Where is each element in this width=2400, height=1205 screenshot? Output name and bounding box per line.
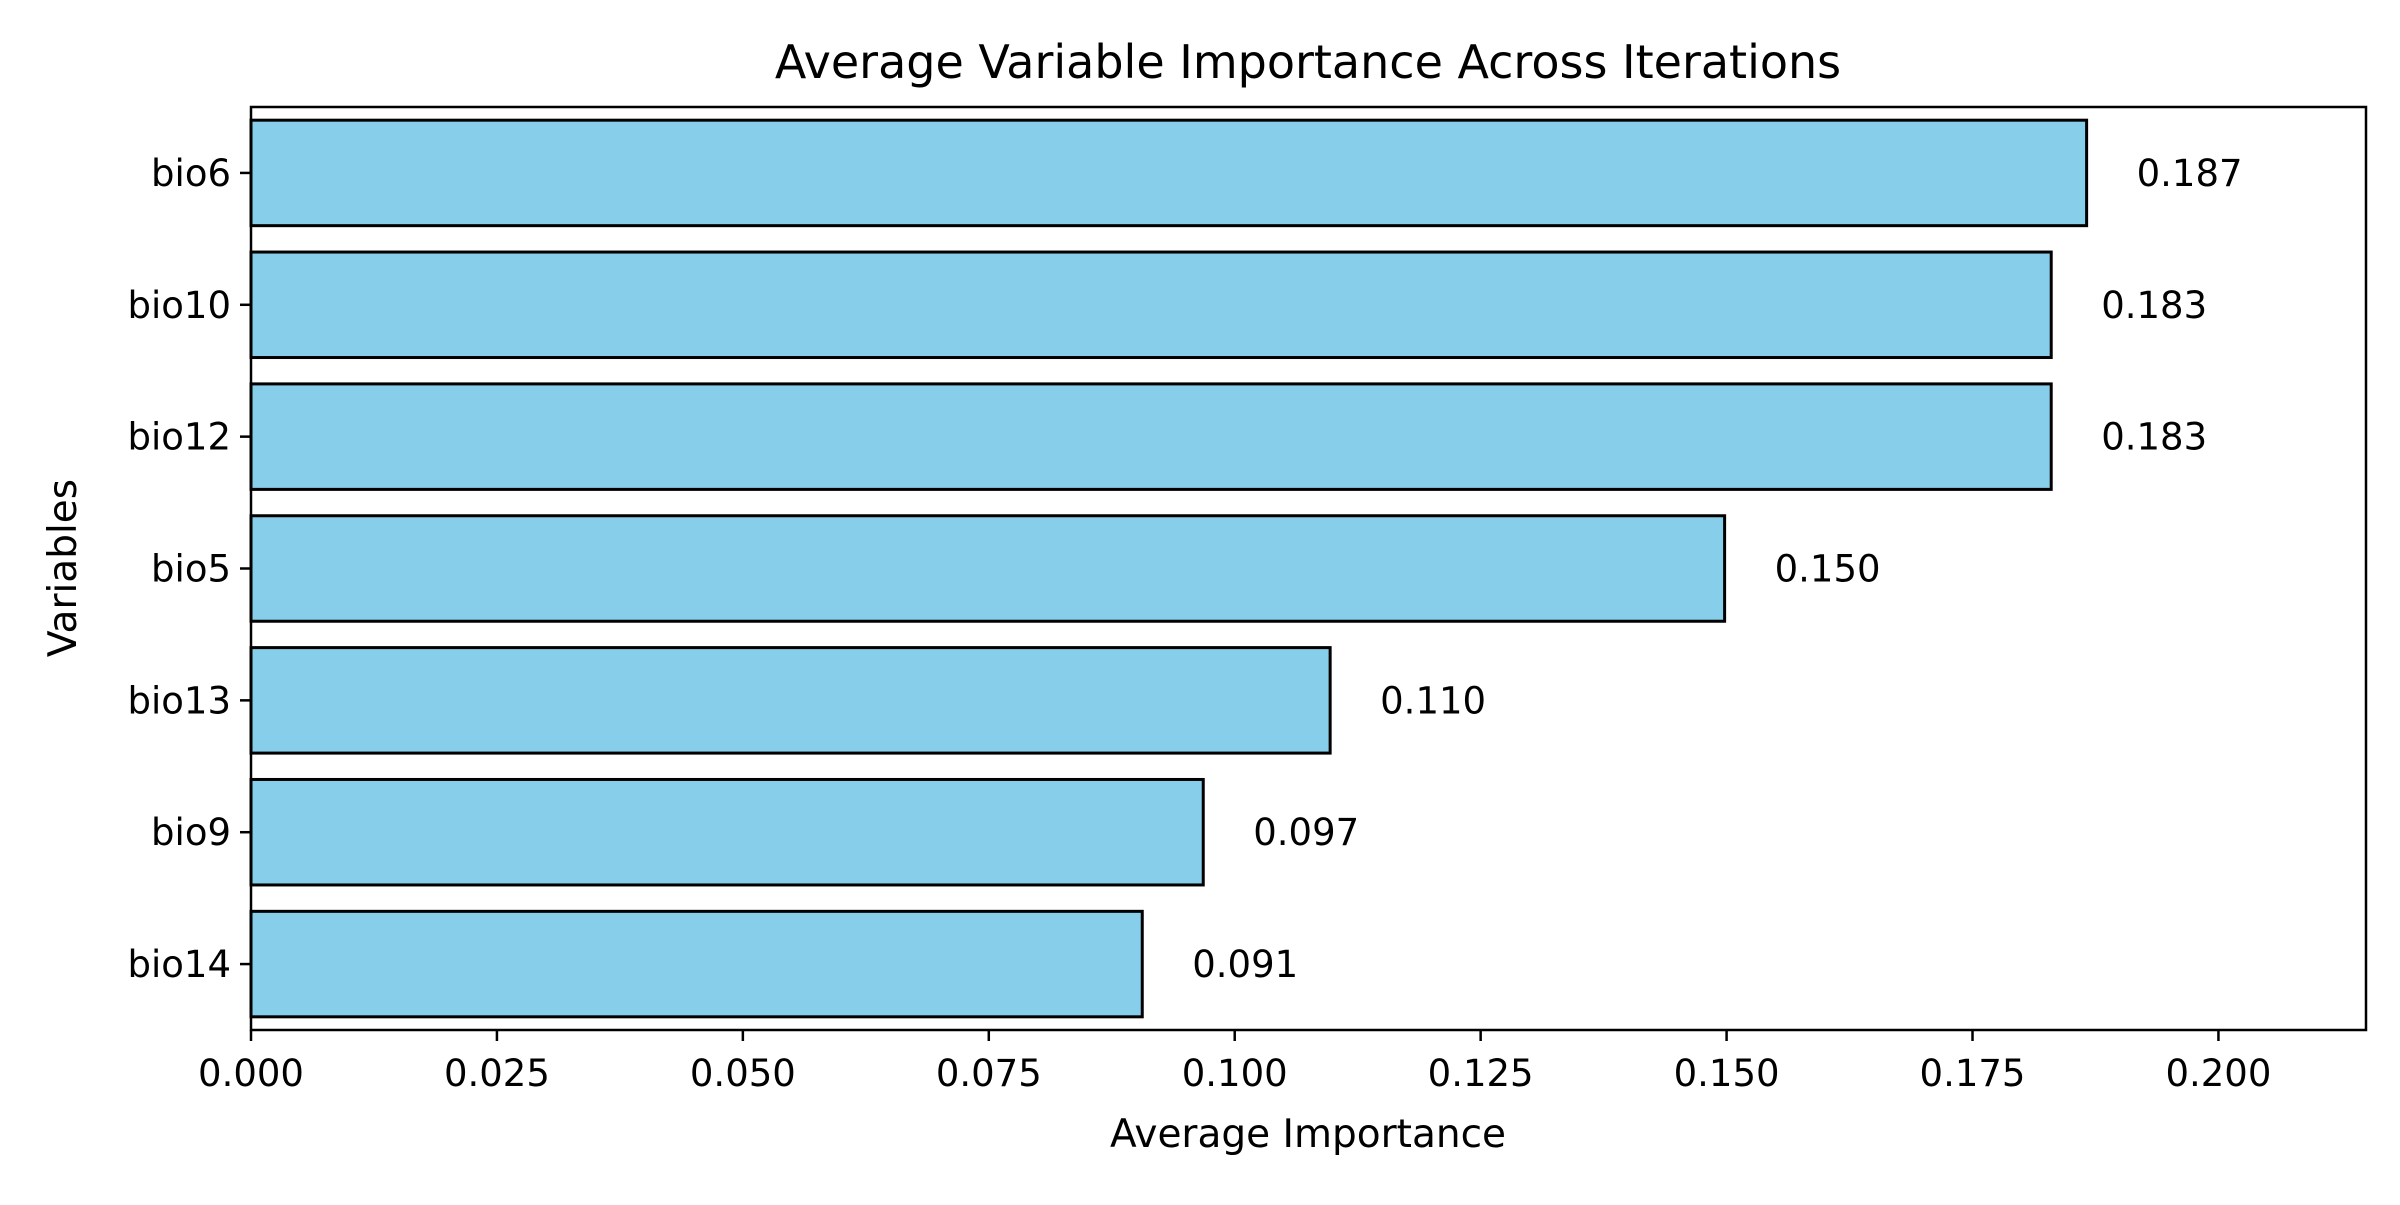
value-label-bio14: 0.091 [1192, 943, 1298, 986]
value-label-bio10: 0.183 [2101, 284, 2207, 327]
x-tick-label-0.075: 0.075 [936, 1052, 1042, 1095]
y-tick-label-bio14: bio14 [128, 943, 231, 986]
y-tick-label-bio5: bio5 [151, 548, 231, 591]
y-tick-label-bio12: bio12 [128, 416, 231, 459]
x-tick-label-0.150: 0.150 [1674, 1052, 1780, 1095]
x-tick-label-0.125: 0.125 [1428, 1052, 1534, 1095]
x-tick-label-0.200: 0.200 [2165, 1052, 2271, 1095]
x-tick-label-0.175: 0.175 [1920, 1052, 2026, 1095]
bar-bio6 [249, 118, 2089, 228]
value-label-bio13: 0.110 [1380, 679, 1486, 722]
bar-bio10 [249, 250, 2053, 360]
value-label-bio9: 0.097 [1253, 811, 1359, 854]
x-tick-label-0.050: 0.050 [690, 1052, 796, 1095]
x-tick-label-0.025: 0.025 [444, 1052, 550, 1095]
bar-bio13 [249, 646, 1332, 755]
x-tick-label-0.000: 0.000 [198, 1052, 304, 1095]
bar-bio14 [249, 909, 1144, 1019]
chart-title: Average Variable Importance Across Itera… [775, 35, 1841, 89]
y-axis-label: Variables [41, 479, 86, 657]
bar-bio5 [249, 514, 1727, 623]
x-tick-label-0.100: 0.100 [1182, 1052, 1288, 1095]
y-tick-label-bio9: bio9 [151, 811, 231, 854]
plot-frame [249, 105, 2368, 1032]
y-tick-label-bio10: bio10 [128, 284, 231, 327]
bars-layer: 0.187 0.183 0.183 0.150 0.110 0.097 0.091 [249, 118, 2243, 1019]
value-label-bio6: 0.187 [2137, 152, 2243, 195]
bar-bio9 [249, 777, 1205, 887]
value-label-bio5: 0.150 [1775, 548, 1881, 591]
bar-bio12 [249, 382, 2053, 491]
ticks-layer: bio6 bio10 bio12 bio5 bio13 bio9 bio14 0.000 0.0… [128, 152, 2272, 1095]
x-axis-label: Average Importance [1110, 1112, 1506, 1157]
y-tick-label-bio6: bio6 [151, 152, 231, 195]
y-tick-label-bio13: bio13 [128, 679, 231, 722]
value-label-bio12: 0.183 [2101, 416, 2207, 459]
